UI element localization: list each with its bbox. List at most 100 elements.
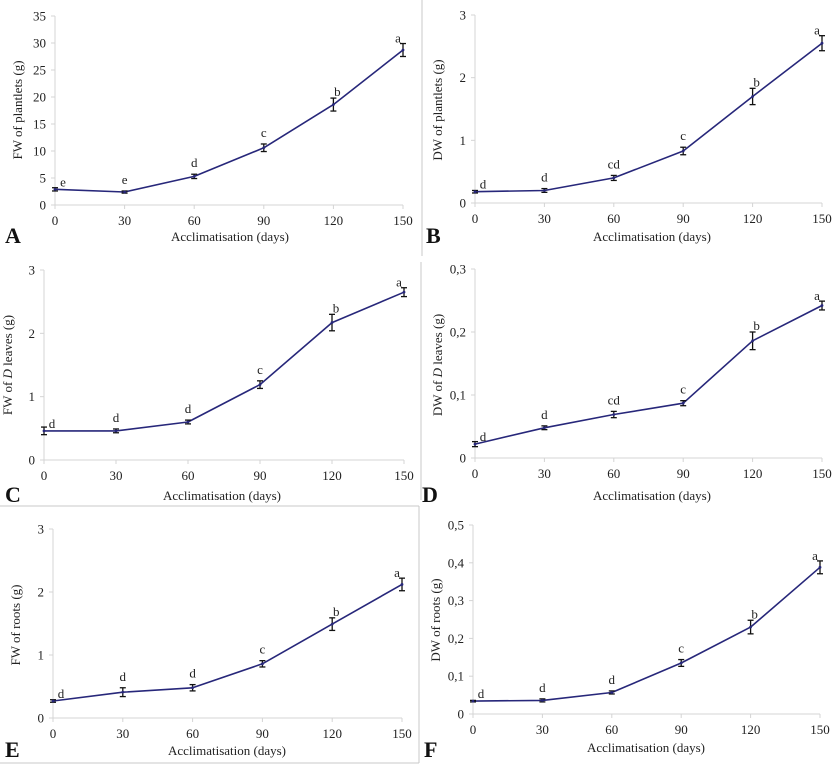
- y-tick-label: 0: [38, 711, 45, 726]
- data-point: [330, 622, 334, 626]
- y-axis-label-part: D: [0, 368, 15, 379]
- y-tick-label: 0,5: [448, 518, 464, 533]
- significance-letter: d: [480, 429, 487, 444]
- data-point: [121, 690, 125, 694]
- x-tick-label: 60: [186, 726, 199, 741]
- significance-letter: d: [541, 170, 548, 185]
- panel-letter: D: [422, 482, 438, 507]
- y-tick-label: 30: [33, 36, 46, 51]
- significance-letter: c: [261, 125, 267, 140]
- significance-letter: a: [814, 288, 820, 303]
- significance-letter: b: [333, 604, 340, 619]
- x-tick-label: 60: [607, 466, 620, 481]
- x-tick-label: 30: [116, 726, 129, 741]
- data-point: [114, 429, 118, 433]
- data-point: [679, 661, 683, 665]
- y-tick-label: 0,2: [450, 325, 466, 340]
- y-tick-label: 1: [38, 648, 45, 663]
- series-line: [474, 304, 823, 445]
- x-tick-label: 150: [812, 466, 832, 481]
- y-tick-label: 0: [460, 196, 467, 211]
- data-point: [749, 625, 752, 629]
- x-axis-label: Acclimatisation (days): [168, 743, 286, 758]
- x-tick-label: 120: [743, 211, 763, 226]
- x-tick-label: 0: [472, 211, 479, 226]
- x-tick-label: 120: [324, 213, 344, 228]
- data-point: [261, 662, 264, 666]
- x-tick-label: 150: [394, 468, 414, 483]
- y-tick-label: 2: [29, 326, 36, 341]
- x-tick-label: 0: [472, 466, 479, 481]
- x-tick-label: 30: [538, 211, 551, 226]
- significance-letter: d: [49, 416, 56, 431]
- x-tick-label: 90: [677, 466, 690, 481]
- panel-a: 0 5 10 15 20 25 30 35 0 30 60 90 120 150 Acclimatisati…: [5, 9, 413, 249]
- x-tick-label: 0: [41, 468, 48, 483]
- y-axis-label-part: leaves (g): [430, 314, 445, 368]
- x-tick-label: 150: [810, 722, 830, 737]
- significance-letter: d: [541, 407, 548, 422]
- significance-letter: d: [185, 401, 192, 416]
- data-point: [543, 426, 546, 430]
- data-point: [186, 420, 190, 424]
- y-axis-label: FW of plantlets (g): [10, 60, 25, 159]
- y-axis-label: FW of D leaves (g): [0, 315, 15, 415]
- data-point: [820, 304, 824, 307]
- x-tick-label: 120: [741, 722, 761, 737]
- y-tick-label: 0,3: [448, 593, 464, 608]
- y-tick-label: 3: [460, 8, 467, 23]
- significance-letter: c: [680, 382, 686, 397]
- significance-letter: b: [333, 300, 340, 315]
- y-tick-label: 0,1: [450, 388, 466, 403]
- x-axis-label: Acclimatisation (days): [171, 229, 289, 244]
- panel-f: 0 0,1 0,2 0,3 0,4 0,5 0 30 60 90 120 150 Acclimatisa…: [424, 518, 830, 763]
- data-point: [400, 583, 404, 586]
- data-point: [751, 339, 754, 343]
- significance-letter: d: [539, 680, 546, 695]
- x-tick-label: 30: [118, 213, 131, 228]
- significance-letter: d: [120, 669, 127, 684]
- y-tick-label: 0,2: [448, 631, 464, 646]
- y-tick-label: 0: [40, 198, 47, 213]
- panel-d: 0 0,1 0,2 0,3 0 30 60 90 120 150 Acclimatisation (…: [422, 262, 832, 508]
- x-tick-label: 30: [110, 468, 123, 483]
- series-line: [54, 49, 404, 193]
- data-point: [191, 686, 195, 690]
- data-point: [473, 190, 477, 194]
- y-tick-label: 1: [29, 389, 36, 404]
- data-point: [471, 699, 475, 703]
- data-point: [612, 176, 616, 180]
- significance-letter: cd: [608, 156, 621, 171]
- x-tick-label: 120: [743, 466, 763, 481]
- data-point: [541, 698, 544, 702]
- significance-letter: a: [394, 565, 400, 580]
- x-tick-label: 90: [257, 213, 270, 228]
- series-line: [44, 291, 405, 432]
- x-tick-label: 60: [188, 213, 201, 228]
- panel-letter: E: [5, 737, 20, 762]
- x-tick-label: 120: [322, 726, 342, 741]
- data-point: [42, 429, 46, 433]
- y-axis-label-part: FW of plantlets (g): [10, 60, 25, 159]
- x-tick-label: 0: [470, 722, 477, 737]
- y-axis-label: DW of roots (g): [428, 578, 443, 661]
- significance-letter: a: [814, 23, 820, 38]
- data-point: [123, 190, 126, 194]
- significance-letter: d: [189, 666, 196, 681]
- panel-letter: A: [5, 223, 21, 248]
- x-tick-label: 150: [393, 213, 413, 228]
- x-tick-label: 30: [536, 722, 549, 737]
- data-point: [258, 383, 262, 387]
- data-point: [681, 401, 685, 405]
- significance-letter: c: [678, 641, 684, 656]
- panel-letter: B: [426, 223, 441, 248]
- significance-letter: d: [113, 410, 120, 425]
- x-tick-label: 90: [675, 722, 688, 737]
- data-point: [332, 103, 335, 106]
- series-line: [52, 583, 403, 702]
- x-tick-label: 90: [256, 726, 269, 741]
- y-tick-label: 1: [460, 133, 467, 148]
- y-tick-label: 3: [38, 522, 45, 537]
